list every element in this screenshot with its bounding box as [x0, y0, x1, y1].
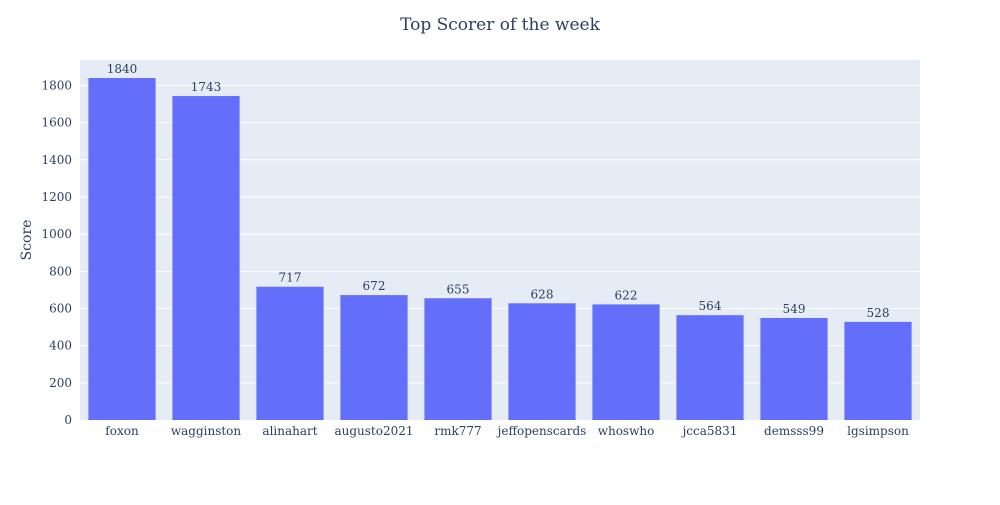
bar-value-label: 672 [363, 279, 386, 293]
x-tick-label: demsss99 [764, 424, 824, 438]
y-tick-label: 1600 [41, 116, 72, 130]
y-tick-label: 1000 [41, 227, 72, 241]
bar[interactable] [340, 295, 408, 420]
bar[interactable] [424, 298, 492, 420]
y-tick-label: 0 [64, 413, 72, 427]
bar-value-label: 1840 [107, 62, 138, 76]
x-tick-label: jcca5831 [681, 424, 738, 438]
x-tick-label: foxon [105, 424, 139, 438]
y-tick-label: 1200 [41, 190, 72, 204]
bar-value-label: 549 [783, 302, 806, 316]
bar[interactable] [256, 286, 324, 420]
bar-value-label: 528 [867, 306, 890, 320]
y-axis-title: Score [19, 220, 35, 261]
bar-value-label: 564 [699, 299, 722, 313]
y-tick-label: 200 [49, 376, 72, 390]
y-tick-label: 400 [49, 339, 72, 353]
x-tick-label: whoswho [598, 424, 655, 438]
bar[interactable] [508, 303, 576, 420]
bars [88, 78, 912, 420]
x-axis-ticks: foxon wagginston alinahart augusto2021 rmk77… [105, 424, 909, 438]
chart-title: Top Scorer of the week [400, 15, 601, 35]
bar-value-label: 717 [279, 271, 302, 285]
x-tick-label: alinahart [262, 424, 317, 438]
x-tick-label: lgsimpson [847, 424, 909, 438]
bar[interactable] [88, 78, 156, 420]
x-tick-label: rmk777 [434, 424, 481, 438]
bar[interactable] [676, 315, 744, 420]
bar-value-label: 1743 [191, 80, 222, 94]
bar[interactable] [760, 317, 828, 420]
x-tick-label: wagginston [171, 424, 242, 438]
bar[interactable] [592, 304, 660, 420]
x-tick-label: augusto2021 [334, 424, 413, 438]
y-tick-label: 1400 [41, 153, 72, 167]
bar-value-label: 622 [615, 288, 638, 302]
bar-value-label: 655 [447, 282, 470, 296]
bar[interactable] [172, 96, 240, 420]
bar[interactable] [844, 321, 912, 420]
y-tick-label: 800 [49, 264, 72, 278]
y-tick-label: 1800 [41, 78, 72, 92]
bar-value-label: 628 [531, 287, 554, 301]
bar-value-labels: 1840 1743 717 672 655 628 622 564 549 528 [107, 62, 890, 320]
x-tick-label: jeffopenscards [496, 424, 587, 438]
y-tick-label: 600 [49, 301, 72, 315]
y-axis-ticks: 0 200 400 600 800 1000 1200 1400 1600 1800 [41, 78, 72, 427]
